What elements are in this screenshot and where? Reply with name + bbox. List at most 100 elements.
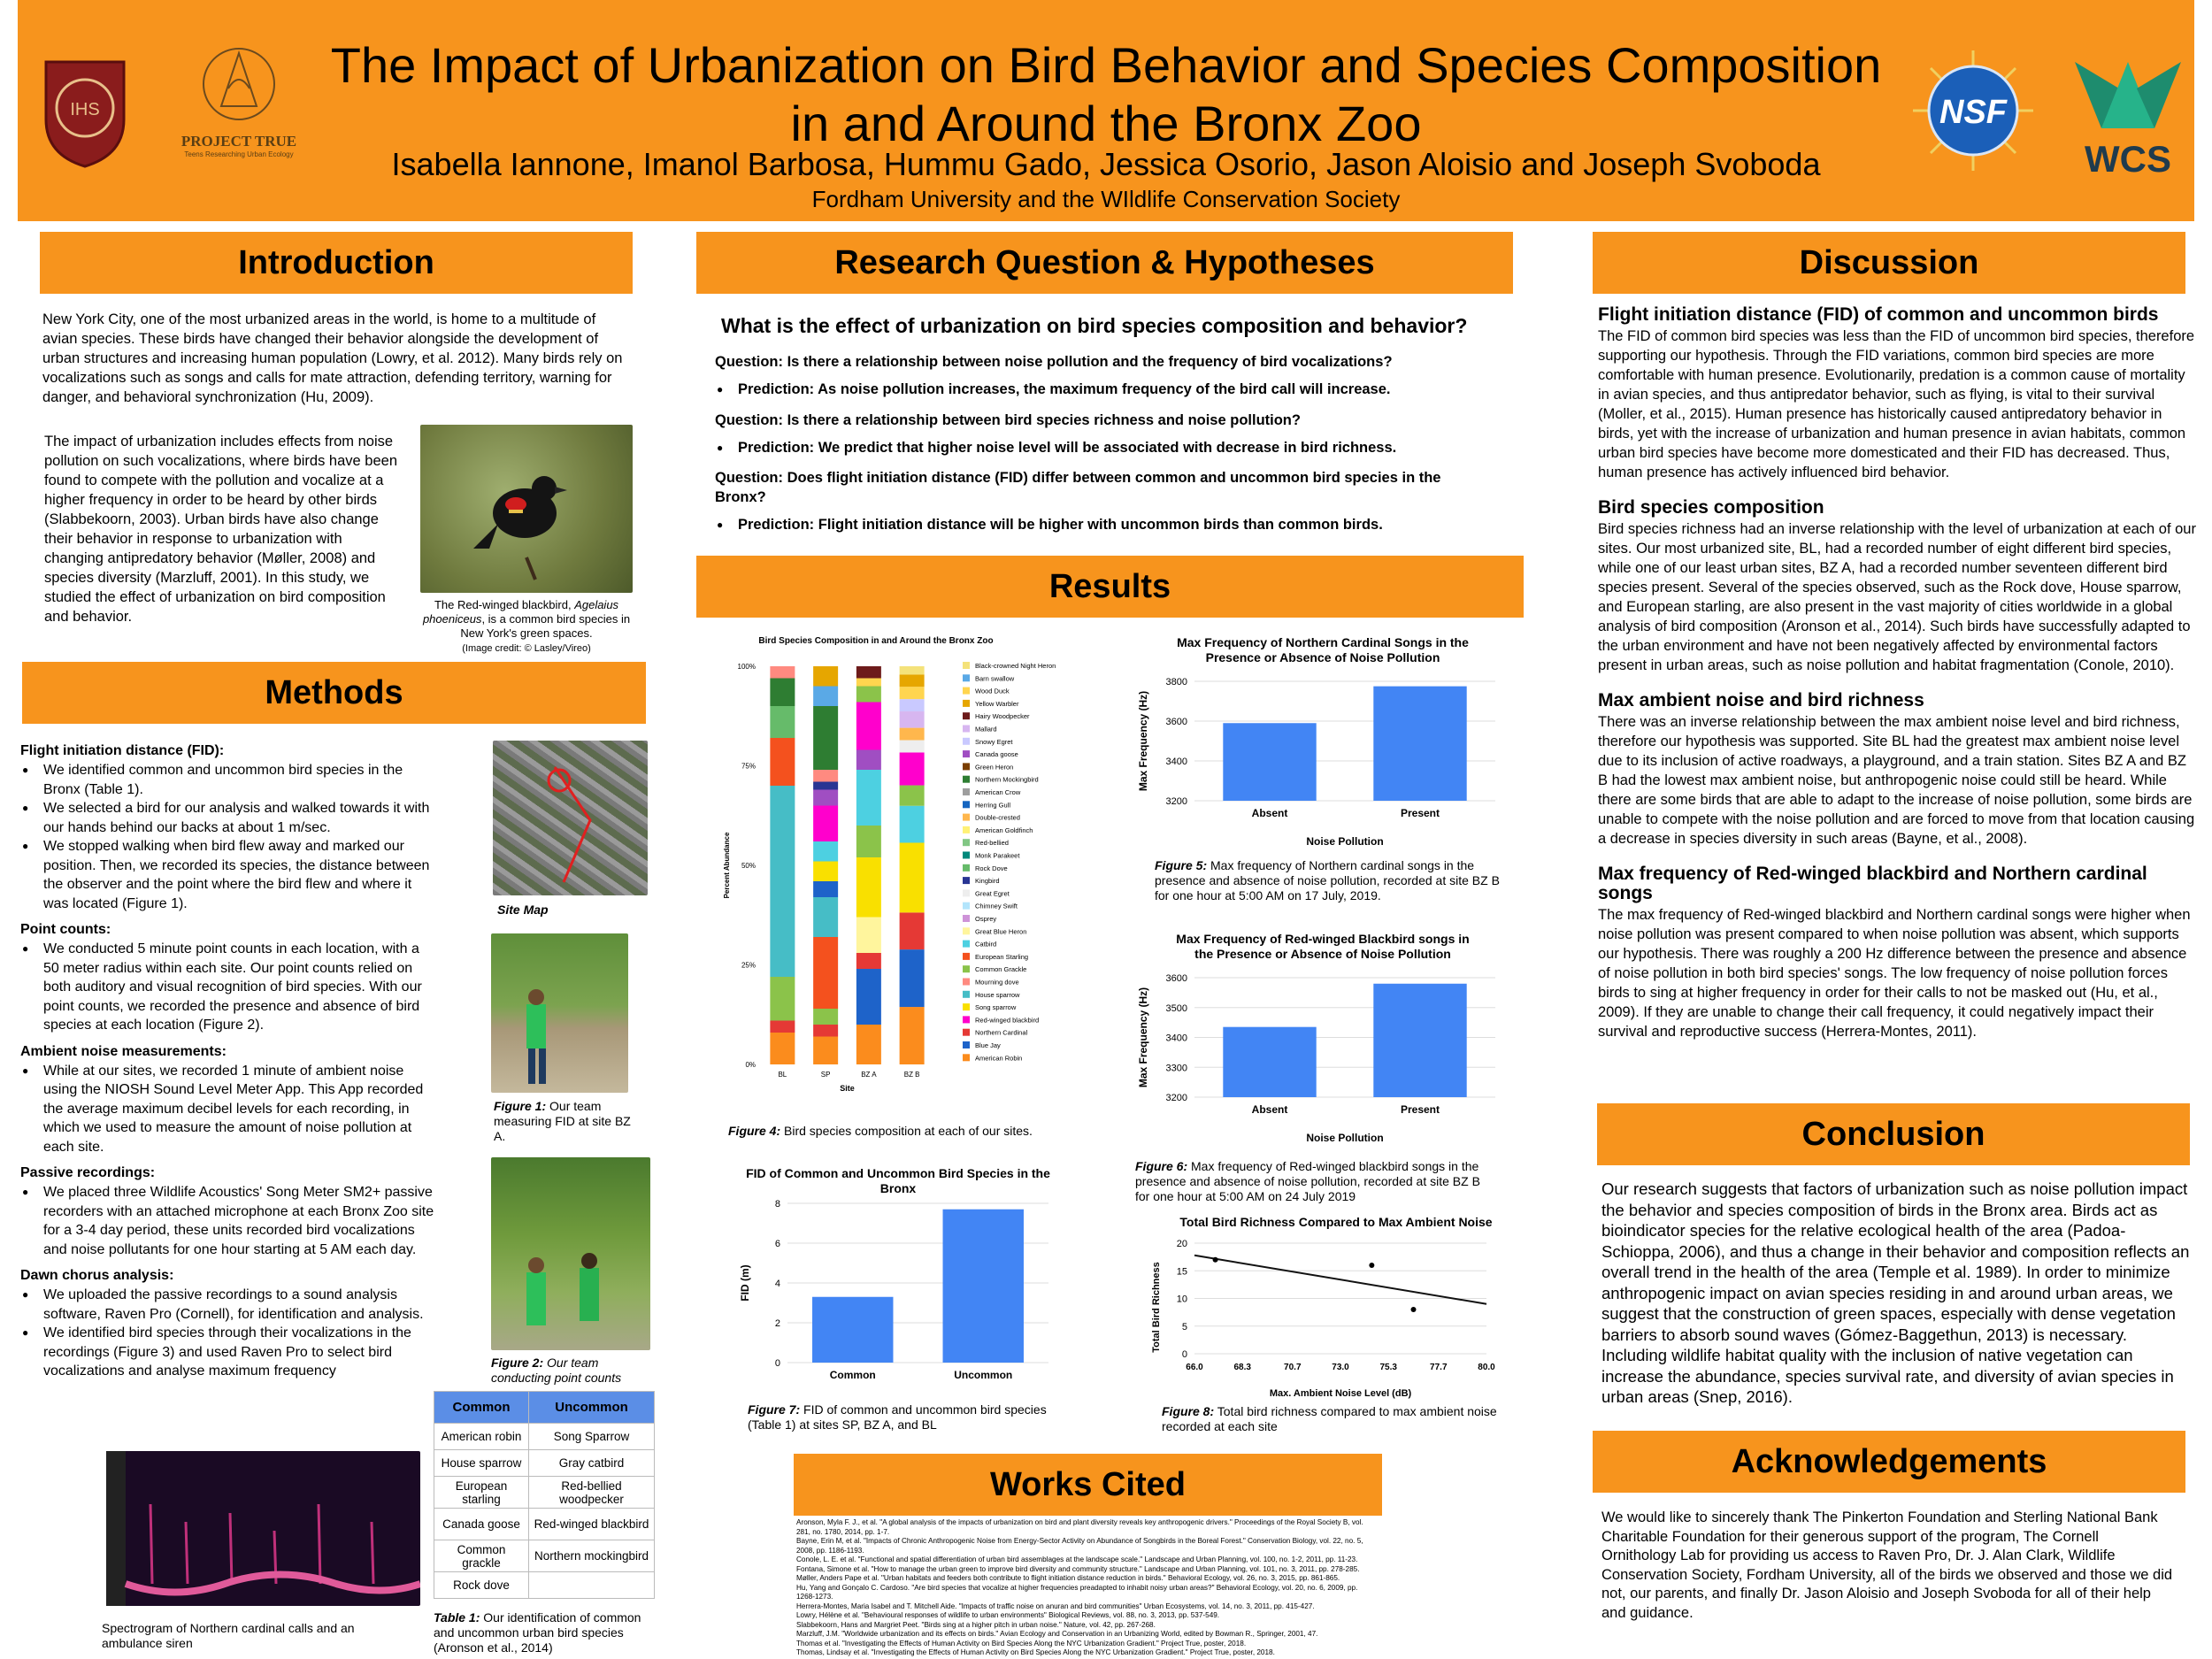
- legend-label: American Robin: [975, 1054, 1022, 1062]
- wcs-logo: WCS: [2062, 53, 2194, 178]
- legend-swatch: [963, 1016, 970, 1024]
- an-item: While at our sites, we recorded 1 minute…: [20, 1062, 438, 1157]
- y-axis-label: FID (m): [739, 1264, 751, 1301]
- table-row: European starling Red-bellied woodpecker: [433, 1476, 655, 1509]
- species-composition-chart: Bird Species Composition in and Around t…: [717, 633, 1141, 1119]
- y-axis-label: Max Frequency (Hz): [1137, 691, 1149, 791]
- chart-title: Max Frequency of Red-winged Blackbird so…: [1176, 932, 1469, 961]
- legend-label: Kingbird: [975, 877, 1000, 885]
- conclusion-heading: Conclusion: [1597, 1103, 2190, 1165]
- prediction-3: Prediction: Flight initiation distance w…: [715, 516, 1476, 535]
- x-axis-label: Noise Pollution: [1306, 835, 1383, 848]
- y-tick-label: 3500: [1166, 1003, 1187, 1014]
- legend-swatch: [963, 889, 970, 897]
- legend-label: Blue Jay: [975, 1041, 1001, 1049]
- discussion-composition-heading: Bird species composition: [1598, 497, 1824, 518]
- y-tick-label: 3800: [1166, 677, 1187, 687]
- question-2: Question: Is there a relationship betwee…: [715, 411, 1301, 428]
- nsf-logo: NSF: [1911, 49, 2035, 173]
- spectrogram-image: [106, 1451, 422, 1606]
- chart-title: Max Frequency of Northern Cardinal Songs…: [1177, 635, 1469, 664]
- y-axis-label: Percent Abundance: [723, 832, 731, 898]
- fid-item: We identified common and uncommon bird s…: [20, 761, 438, 799]
- reference-item: Hu, Yang and Gonçalo C. Cardoso. "Are bi…: [796, 1583, 1358, 1601]
- x-tick-label: BL: [778, 1071, 787, 1079]
- legend-label: Common Grackle: [975, 965, 1026, 973]
- fid-chart: FID of Common and Uncommon Bird Species …: [734, 1164, 1062, 1385]
- legend-swatch: [963, 750, 970, 758]
- legend-label: Great Blue Heron: [975, 927, 1026, 935]
- authors: Isabella Iannone, Imanol Barbosa, Hummu …: [391, 146, 1821, 182]
- legend-swatch: [963, 940, 970, 948]
- fid-item: We selected a bird for our analysis and …: [20, 799, 438, 837]
- stacked-segment: [899, 1007, 925, 1064]
- x-tick-label: Absent: [1252, 1103, 1288, 1116]
- table-row: Common grackle Northern mockingbird: [433, 1540, 655, 1572]
- y-tick-label: 100%: [738, 663, 756, 671]
- table-row: Rock dove: [433, 1571, 655, 1599]
- project-true-label: PROJECT TRUE: [180, 133, 297, 150]
- stacked-segment: [899, 699, 925, 712]
- fid-svg: FID of Common and Uncommon Bird Species …: [739, 1166, 1050, 1381]
- legend-label: Song sparrow: [975, 1003, 1017, 1011]
- stacked-segment: [899, 687, 925, 700]
- data-point: [1369, 1263, 1375, 1268]
- stacked-segment: [899, 912, 925, 950]
- intro-paragraph-1: New York City, one of the most urbanized…: [42, 311, 623, 405]
- stacked-segment: [856, 678, 881, 687]
- acknowledgements-text: We would like to sincerely thank The Pin…: [1601, 1509, 2173, 1621]
- reference-item: Lowry, Hélène et al. "Behavioural respon…: [796, 1611, 1220, 1619]
- x-tick-label: 70.7: [1284, 1363, 1302, 1372]
- stacked-segment: [813, 666, 839, 687]
- discussion-noise-text: There was an inverse relationship betwee…: [1598, 714, 2195, 847]
- stacked-segment: [899, 949, 925, 1008]
- richness-noise-chart: Total Bird Richness Compared to Max Ambi…: [1133, 1212, 1504, 1407]
- bar: [1373, 983, 1467, 1097]
- stacked-segment: [813, 706, 839, 770]
- legend-swatch: [963, 851, 970, 859]
- y-tick-label: 0: [775, 1358, 780, 1369]
- data-point: [1212, 1256, 1218, 1263]
- y-tick-label: 3200: [1166, 1093, 1187, 1103]
- stacked-segment: [770, 666, 795, 679]
- reference-item: Marzluff, J.M. "Worldwide urbanization a…: [796, 1630, 1318, 1638]
- stacked-segment: [856, 702, 881, 750]
- stacked-segment: [770, 1033, 795, 1064]
- legend-label: Yellow Warbler: [975, 700, 1019, 708]
- question-1: Question: Is there a relationship betwee…: [715, 354, 1393, 370]
- x-tick-label: 68.3: [1233, 1363, 1251, 1372]
- discussion-fid-heading: Flight initiation distance (FID) of comm…: [1598, 304, 2159, 325]
- stacked-segment: [813, 1036, 839, 1064]
- legend-swatch: [963, 978, 970, 986]
- y-tick-label: 2: [775, 1318, 780, 1329]
- nsf-text: NSF: [1939, 94, 2008, 131]
- figure-8-caption: Figure 8: Total bird richness compared t…: [1162, 1404, 1497, 1433]
- x-tick-label: Present: [1401, 807, 1440, 819]
- stacked-segment: [813, 881, 839, 897]
- legend-label: Northern Mockingbird: [975, 776, 1039, 784]
- legend-label: Great Egret: [975, 889, 1010, 897]
- team-fid-photo: [491, 933, 628, 1093]
- legend-swatch: [963, 902, 970, 910]
- stacked-segment: [899, 805, 925, 843]
- bar: [1373, 686, 1467, 801]
- reference-item: Bayne, Erin M, et al. "Impacts of Chroni…: [796, 1537, 1363, 1555]
- discussion-composition-text: Bird species richness had an inverse rel…: [1598, 521, 2196, 673]
- trend-line: [1194, 1254, 1487, 1305]
- y-tick-label: 10: [1177, 1294, 1187, 1305]
- legend-label: American Goldfinch: [975, 826, 1033, 834]
- discussion-fid-text: The FID of common bird species was less …: [1598, 328, 2195, 480]
- legend-label: Herring Gull: [975, 801, 1010, 809]
- legend-swatch: [963, 1003, 970, 1011]
- figure-6-caption: Figure 6: Max frequency of Red-winged bl…: [1135, 1159, 1480, 1203]
- legend-label: Mourning dove: [975, 979, 1019, 987]
- prediction-1: Prediction: As noise pollution increases…: [715, 380, 1476, 400]
- stacked-segment: [856, 953, 881, 969]
- stacked-segment: [899, 752, 925, 786]
- data-point: [1410, 1307, 1417, 1312]
- dawn-chorus-list: We uploaded the passive recordings to a …: [20, 1286, 438, 1381]
- main-research-question: What is the effect of urbanization on bi…: [721, 314, 1468, 337]
- y-tick-label: 3600: [1166, 717, 1187, 727]
- point-counts-list: We conducted 5 minute point counts in ea…: [20, 940, 438, 1035]
- table-1-caption: Table 1: Our identification of common an…: [434, 1610, 641, 1655]
